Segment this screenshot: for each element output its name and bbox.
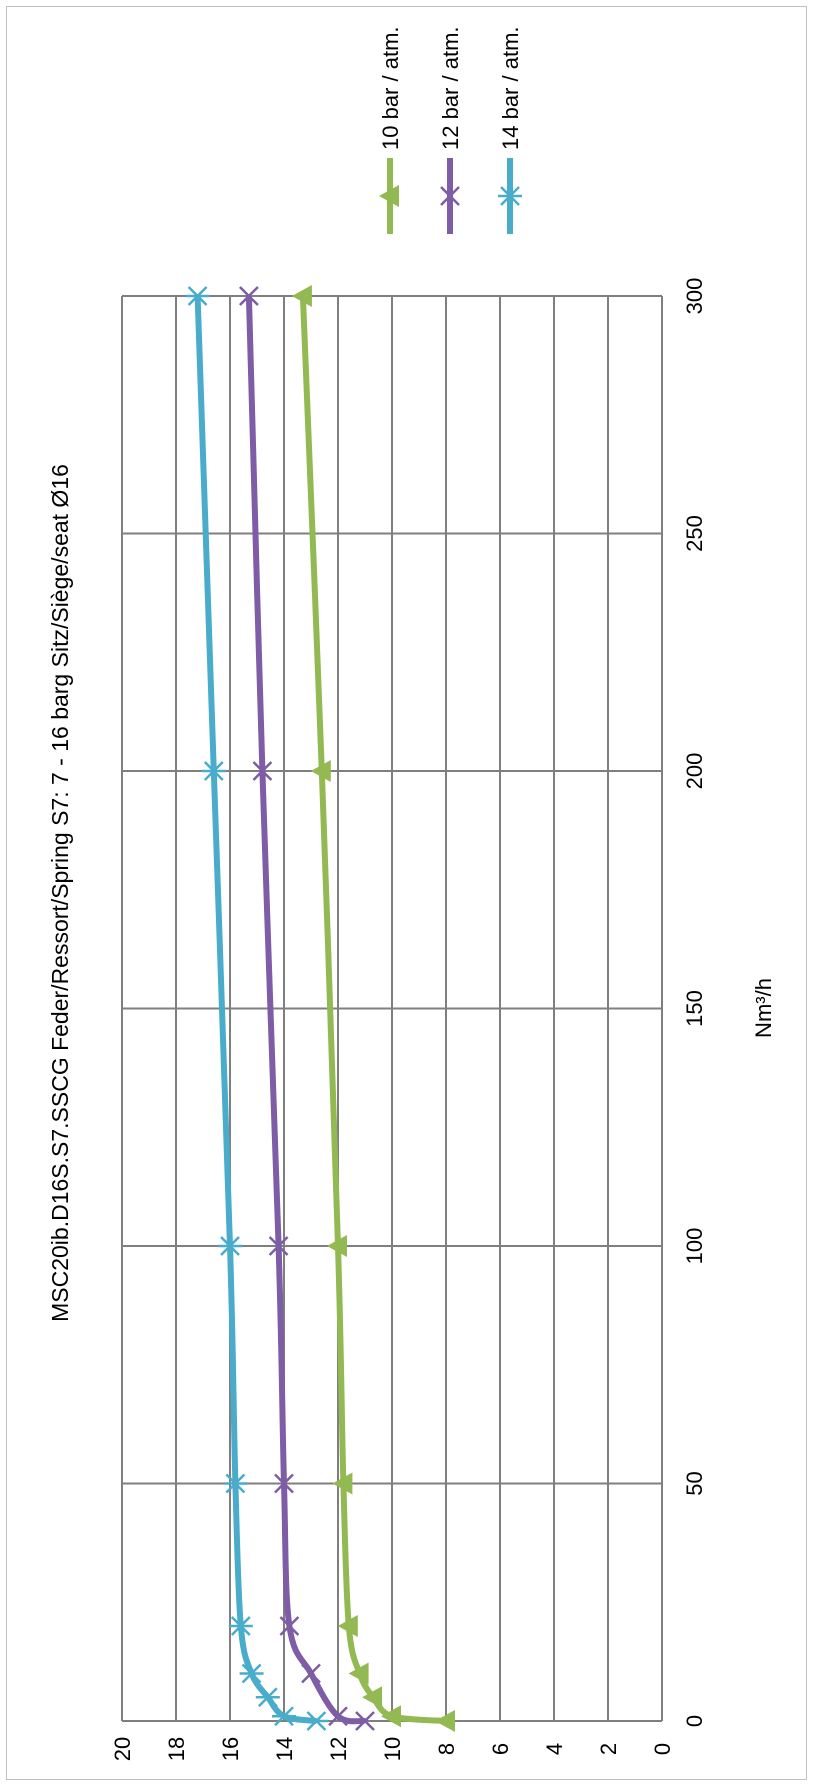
legend-marker — [440, 186, 460, 206]
data-point-3 — [201, 761, 226, 781]
asterisk-marker-shape — [239, 1663, 264, 1684]
data-point-2 — [355, 1711, 375, 1731]
x-tick-label: 150 — [682, 990, 707, 1027]
data-point-2 — [328, 1706, 348, 1727]
data-point-1 — [291, 285, 312, 307]
triangle-marker-shape — [337, 1615, 358, 1637]
y-tick-label: 6 — [488, 1743, 513, 1755]
x-tick-label: 100 — [682, 1228, 707, 1265]
y-tick-label: 12 — [326, 1737, 351, 1761]
triangle-marker-shape — [362, 1686, 383, 1709]
legend-marker — [498, 186, 522, 206]
chart-title: MSC20ib.D16S.S7.SSCG Feder/Ressort/Sprin… — [47, 464, 73, 1322]
y-tick-label: 0 — [650, 1743, 675, 1755]
y-tick-label: 18 — [164, 1737, 189, 1761]
data-point-2 — [279, 1616, 300, 1636]
data-point-2 — [274, 1473, 294, 1494]
y-tick-label: 14 — [272, 1737, 297, 1761]
asterisk-marker-shape — [201, 761, 226, 781]
data-point-2 — [239, 286, 259, 306]
asterisk-marker-shape — [272, 1706, 296, 1727]
y-tick-label: 20 — [110, 1737, 135, 1761]
legend-item-3: 14 bar / atm. — [498, 26, 523, 234]
series-lines — [185, 285, 455, 1732]
x-marker-shape — [274, 1473, 294, 1494]
legend: 10 bar / atm. 12 bar / atm. 14 bar / atm. — [378, 26, 523, 234]
x-marker-shape — [355, 1711, 375, 1731]
asterisk-marker-shape — [228, 1616, 253, 1636]
x-tick-label: 200 — [682, 753, 707, 790]
y-tick-label: 2 — [596, 1743, 621, 1755]
chart-labels: MSC20ib.D16S.S7.SSCG Feder/Ressort/Sprin… — [47, 464, 776, 1322]
data-point-3 — [272, 1706, 296, 1727]
data-point-3 — [223, 1473, 248, 1494]
data-point-3 — [185, 286, 210, 306]
data-point-2 — [301, 1663, 321, 1684]
x-marker-shape — [440, 186, 460, 206]
legend-label: 10 bar / atm. — [378, 26, 403, 150]
x-marker-shape — [301, 1663, 321, 1684]
data-point-3 — [228, 1616, 253, 1636]
asterisk-marker-shape — [218, 1236, 242, 1256]
data-point-1 — [332, 1472, 353, 1495]
data-point-1 — [348, 1662, 369, 1685]
data-point-3 — [239, 1663, 264, 1684]
x-tick-label: 250 — [682, 515, 707, 552]
triangle-marker-shape — [348, 1662, 369, 1685]
triangle-marker-shape — [379, 185, 399, 207]
triangle-marker-shape — [381, 1705, 401, 1728]
chart-border — [6, 6, 807, 1780]
triangle-marker-shape — [327, 1235, 347, 1257]
x-marker-shape — [328, 1706, 348, 1727]
triangle-marker-shape — [435, 1710, 455, 1732]
x-axis-label: Nm³/h — [751, 978, 776, 1038]
data-point-1 — [381, 1705, 401, 1728]
triangle-marker-shape — [291, 285, 312, 307]
asterisk-marker-shape — [255, 1687, 280, 1708]
data-point-3 — [255, 1687, 280, 1708]
y-tick-label: 16 — [218, 1737, 243, 1761]
data-point-3 — [304, 1711, 329, 1731]
asterisk-marker-shape — [498, 186, 522, 206]
legend-label: 14 bar / atm. — [498, 26, 523, 150]
x-tick-label: 50 — [682, 1471, 707, 1495]
y-tick-label: 4 — [542, 1743, 567, 1755]
data-point-2 — [252, 761, 273, 781]
x-marker-shape — [268, 1236, 289, 1256]
x-tick-label: 0 — [682, 1715, 707, 1727]
triangle-marker-shape — [332, 1472, 353, 1495]
y-tick-label: 10 — [380, 1737, 405, 1761]
data-point-1 — [337, 1615, 358, 1637]
legend-item-1: 10 bar / atm. — [378, 26, 403, 234]
data-point-3 — [218, 1236, 242, 1256]
asterisk-marker-shape — [304, 1711, 329, 1731]
triangle-marker-shape — [310, 760, 331, 782]
data-point-1 — [327, 1235, 347, 1257]
x-tick-label: 300 — [682, 278, 707, 315]
data-point-2 — [268, 1236, 289, 1256]
data-point-1 — [435, 1710, 455, 1732]
legend-label: 12 bar / atm. — [438, 26, 463, 150]
legend-marker — [379, 185, 399, 207]
data-point-1 — [362, 1686, 383, 1709]
x-marker-shape — [279, 1616, 300, 1636]
x-marker-shape — [239, 286, 259, 306]
x-marker-shape — [252, 761, 273, 781]
data-point-1 — [310, 760, 331, 782]
grid — [121, 295, 663, 1722]
asterisk-marker-shape — [223, 1473, 248, 1494]
legend-item-2: 12 bar / atm. — [438, 26, 463, 234]
series-line-2 — [245, 295, 366, 1725]
y-tick-label: 8 — [434, 1743, 459, 1755]
asterisk-marker-shape — [185, 286, 210, 306]
